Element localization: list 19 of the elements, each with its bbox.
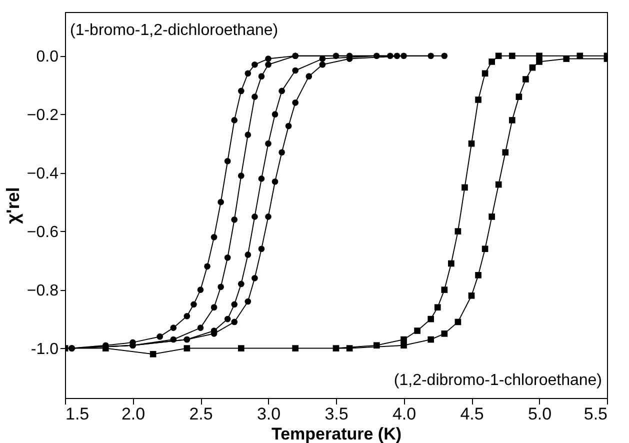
x-tick-label: 4.5 xyxy=(460,404,484,424)
x-tick-label: 1.5 xyxy=(66,404,90,424)
y-tick-label: −0.2 xyxy=(26,106,59,124)
y-axis-title: χ'rel xyxy=(2,187,23,224)
x-tick-label: 5.5 xyxy=(584,404,608,424)
y-tick-label: -1.0 xyxy=(30,340,59,358)
annotation: (1-bromo-1,2-dichloroethane) xyxy=(70,22,278,39)
x-tick-label: 2.5 xyxy=(189,404,213,424)
y-tick-label: 0.0 xyxy=(36,48,59,66)
y-tick-label: −0.8 xyxy=(26,282,59,300)
x-tick-label: 5.0 xyxy=(528,404,552,424)
y-tick-label: −0.4 xyxy=(26,165,59,182)
x-tick-label: 3.5 xyxy=(324,404,348,424)
x-tick-label: 3.0 xyxy=(256,404,281,424)
x-tick-label: 2.0 xyxy=(121,404,146,424)
annotation: (1,2-dibromo-1-chloroethane) xyxy=(394,372,602,389)
x-tick-label: 4.0 xyxy=(392,404,416,424)
y-tick-label: −0.6 xyxy=(26,224,59,241)
x-axis-title: Temperature (K) xyxy=(271,424,402,443)
